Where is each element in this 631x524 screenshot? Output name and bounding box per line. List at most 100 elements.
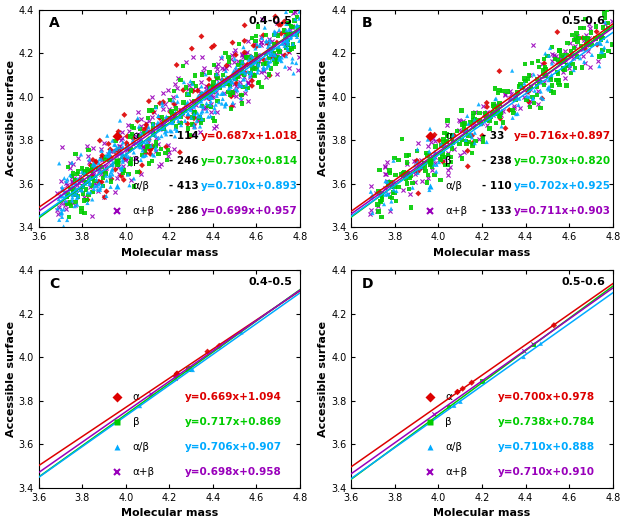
Point	[459, 122, 469, 130]
Point	[485, 124, 495, 133]
Point	[430, 152, 440, 161]
Point	[157, 118, 167, 127]
Point	[71, 185, 81, 193]
Point	[548, 89, 558, 97]
Point	[211, 81, 221, 89]
Point	[69, 179, 80, 187]
Point	[114, 146, 124, 155]
Point	[543, 51, 553, 60]
Point	[524, 93, 534, 101]
Point	[192, 85, 203, 93]
Point	[540, 49, 550, 58]
Point	[125, 159, 135, 168]
Point	[189, 103, 199, 111]
Point	[239, 37, 249, 45]
Point	[254, 57, 264, 65]
Point	[522, 88, 532, 96]
Point	[209, 41, 219, 50]
Point	[102, 192, 112, 200]
Point	[487, 110, 497, 118]
Point	[238, 75, 248, 83]
Point	[524, 97, 534, 106]
Point	[196, 112, 206, 120]
Point	[133, 107, 143, 116]
Point	[207, 43, 217, 52]
Point	[538, 66, 548, 74]
Point	[586, 62, 596, 71]
Point	[196, 78, 206, 86]
Point	[264, 61, 274, 70]
Point	[399, 168, 409, 177]
Point	[281, 20, 292, 28]
Point	[237, 328, 247, 336]
Point	[413, 169, 423, 177]
Point	[512, 110, 522, 118]
Point	[93, 185, 103, 194]
Point	[134, 143, 144, 151]
Point	[117, 162, 127, 170]
Point	[213, 90, 223, 98]
Point	[158, 125, 168, 133]
Point	[555, 58, 565, 67]
Point	[410, 177, 420, 185]
Point	[185, 364, 195, 373]
Point	[87, 168, 97, 177]
Point	[249, 56, 259, 64]
Point	[186, 104, 196, 112]
Point	[142, 126, 152, 135]
Point	[291, 59, 301, 67]
Point	[112, 173, 122, 182]
Point	[154, 125, 164, 134]
Point	[228, 91, 238, 99]
Point	[52, 204, 62, 213]
Point	[91, 172, 101, 180]
Point	[208, 124, 218, 133]
Point	[281, 43, 291, 52]
Point	[264, 45, 274, 53]
Point	[134, 134, 144, 142]
Text: y=0.687x+1.018: y=0.687x+1.018	[201, 131, 298, 141]
Point	[386, 169, 396, 177]
Point	[467, 149, 477, 157]
Point	[543, 84, 553, 93]
Point	[239, 48, 249, 57]
Point	[158, 89, 168, 97]
Point	[172, 84, 182, 92]
Point	[230, 86, 240, 95]
Point	[72, 170, 82, 178]
Point	[393, 182, 403, 191]
Point	[268, 53, 278, 62]
Point	[172, 113, 182, 122]
Point	[122, 146, 133, 154]
Point	[88, 144, 98, 152]
Point	[540, 63, 550, 71]
Point	[366, 188, 376, 196]
Point	[90, 161, 100, 170]
Point	[256, 83, 266, 91]
Point	[532, 75, 542, 83]
Point	[594, 62, 604, 70]
Point	[189, 110, 199, 118]
Point	[280, 28, 290, 37]
Point	[228, 67, 239, 75]
Point	[582, 35, 593, 43]
Point	[461, 136, 471, 144]
Point	[127, 122, 137, 130]
Point	[167, 115, 177, 123]
Point	[520, 60, 530, 68]
Point	[179, 99, 189, 107]
Point	[552, 75, 562, 84]
Point	[221, 100, 231, 108]
Point	[509, 109, 519, 117]
Point	[136, 115, 146, 123]
Point	[467, 132, 477, 140]
Point	[549, 51, 559, 59]
Point	[230, 54, 240, 63]
Point	[215, 79, 225, 88]
Point	[167, 107, 177, 115]
Point	[75, 176, 85, 184]
Point	[205, 93, 215, 102]
Point	[54, 195, 64, 203]
Point	[106, 168, 116, 177]
Point	[61, 177, 71, 185]
